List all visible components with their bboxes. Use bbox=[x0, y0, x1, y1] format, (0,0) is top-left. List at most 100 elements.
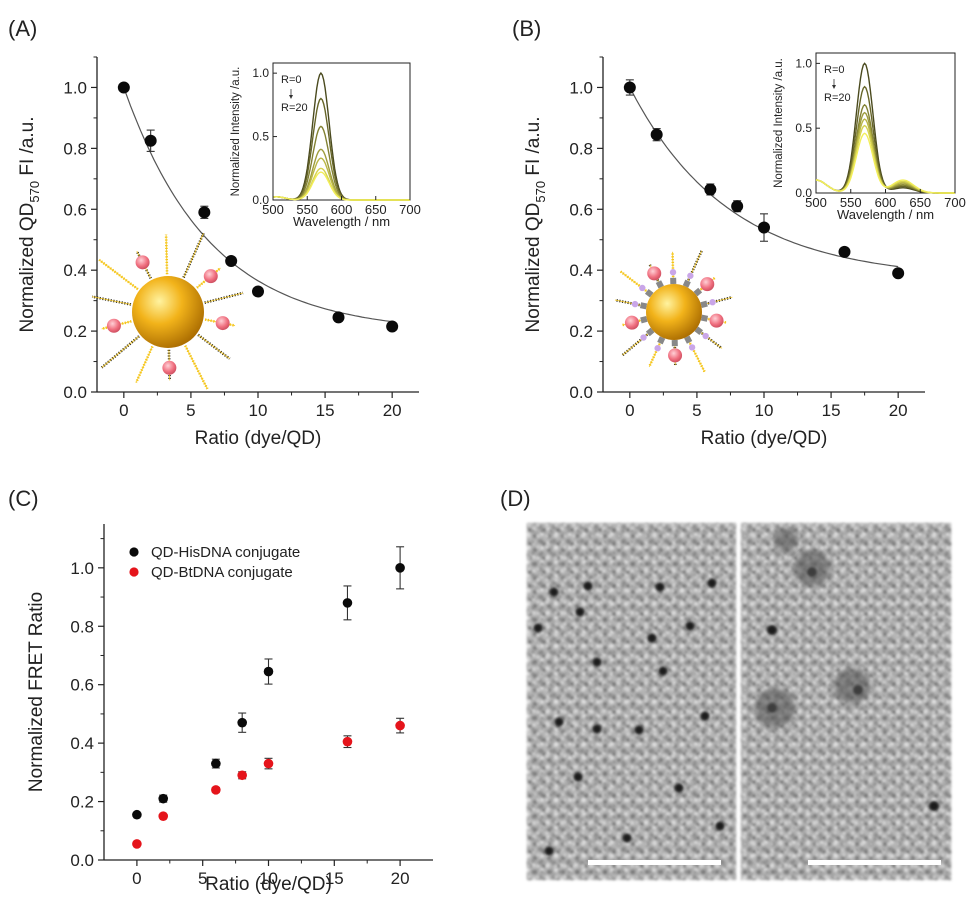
y-tick-label: 0.8 bbox=[63, 139, 87, 158]
dna-backbone bbox=[672, 251, 674, 283]
y-tick-label: 0.2 bbox=[63, 322, 87, 341]
x-tick-label: 0 bbox=[119, 401, 128, 420]
dye-sphere bbox=[647, 266, 662, 281]
inset-annotation-r0: R=0 bbox=[824, 64, 845, 76]
x-tick-label: 0 bbox=[132, 869, 141, 888]
data-point bbox=[395, 563, 405, 573]
y-tick-label: 0.2 bbox=[569, 322, 593, 341]
x-tick-label: 20 bbox=[383, 401, 402, 420]
dna-backbone bbox=[685, 250, 703, 286]
y-tick-label: 0.4 bbox=[569, 261, 593, 280]
linker-arrow bbox=[700, 300, 708, 309]
dye-sphere bbox=[203, 269, 218, 284]
y-tick-label: 1.0 bbox=[63, 78, 87, 97]
y-tick-label: 0.0 bbox=[569, 383, 593, 402]
dye-sphere bbox=[215, 316, 230, 331]
panel-b-label: (B) bbox=[512, 16, 541, 41]
linker-arrow bbox=[644, 288, 654, 298]
linker-bead bbox=[639, 284, 646, 292]
linker-arrow bbox=[639, 302, 648, 310]
inset-y-axis-label: Normalized Intensity /a.u. bbox=[773, 58, 785, 188]
data-point bbox=[342, 736, 353, 747]
nanoparticle bbox=[549, 587, 559, 597]
linker-bead bbox=[688, 344, 696, 351]
tem-image-right bbox=[741, 523, 951, 880]
inset-x-tick-label: 500 bbox=[262, 202, 284, 217]
data-point bbox=[237, 770, 247, 781]
linker-arrow bbox=[657, 336, 666, 345]
data-point bbox=[252, 285, 264, 298]
dna-backbone bbox=[101, 335, 140, 368]
dna-backbone bbox=[165, 234, 168, 275]
scale-bar-right bbox=[808, 860, 941, 865]
data-point bbox=[704, 183, 717, 196]
data-point bbox=[650, 128, 663, 141]
dna-backbone bbox=[98, 259, 139, 290]
y-axis-label: Normalized QD570 FI /a.u. bbox=[523, 117, 548, 333]
y-tick-label: 0.6 bbox=[569, 200, 593, 219]
tem-image-left bbox=[527, 523, 736, 880]
x-tick-label: 10 bbox=[249, 401, 268, 420]
nanoparticle bbox=[583, 581, 593, 591]
y-tick-label: 0.0 bbox=[70, 851, 94, 870]
x-tick-label: 0 bbox=[625, 401, 634, 420]
dye-sphere bbox=[624, 315, 639, 330]
inset-x-tick-label: 700 bbox=[399, 202, 421, 217]
inset-frame bbox=[815, 52, 956, 194]
fit-curve bbox=[123, 87, 393, 323]
data-point bbox=[158, 793, 169, 804]
inset-y-axis-label: Normalized Intensity /a.u. bbox=[230, 67, 242, 197]
panel-a-chart: 0 5 10 15 20 0.0 0.2 0.4 0.6 0.8 1.0 Ratio (dye/QD)… bbox=[17, 56, 421, 449]
inset-y-tick-label: 0.0 bbox=[795, 186, 812, 200]
data-point bbox=[263, 758, 274, 769]
data-point bbox=[198, 206, 211, 219]
linker-arrow bbox=[694, 326, 704, 336]
inset-y-tick-label: 0.5 bbox=[252, 130, 269, 144]
panel-d-tem bbox=[527, 523, 951, 880]
x-tick-label: 15 bbox=[316, 401, 335, 420]
qd-illustration bbox=[91, 232, 244, 390]
inset-x-axis-label: Wavelength / nm bbox=[293, 214, 390, 229]
inset-x-axis-label: Wavelength / nm bbox=[837, 207, 934, 222]
dna-backbone bbox=[197, 334, 230, 360]
dye-sphere bbox=[700, 277, 715, 292]
x-tick-label: 5 bbox=[692, 401, 701, 420]
legend-label: QD-BtDNA conjugate bbox=[151, 564, 293, 581]
inset-x-tick-label: 550 bbox=[296, 202, 318, 217]
data-point bbox=[144, 134, 157, 147]
nanoparticle-cluster bbox=[794, 550, 830, 586]
nanoparticle bbox=[700, 711, 710, 721]
dye-sphere bbox=[668, 348, 683, 363]
data-point bbox=[342, 598, 353, 608]
nanoparticle-cluster bbox=[774, 528, 798, 552]
data-point bbox=[237, 717, 247, 728]
y-tick-label: 0.6 bbox=[70, 676, 94, 695]
x-tick-label: 5 bbox=[198, 869, 207, 888]
dna-backbone bbox=[622, 330, 652, 356]
inset-y-tick-label: 0.0 bbox=[252, 193, 269, 207]
x-axis-label: Ratio (dye/QD) bbox=[195, 428, 322, 449]
nanoparticle bbox=[767, 625, 777, 635]
dna-backbone bbox=[614, 299, 646, 307]
nanoparticle bbox=[592, 657, 602, 667]
linker-arrow bbox=[700, 314, 709, 322]
inset-x-tick-label: 550 bbox=[840, 195, 862, 210]
y-tick-label: 0.8 bbox=[569, 139, 593, 158]
dna-backbone bbox=[620, 270, 651, 295]
inset-y-tick-label: 0.5 bbox=[795, 121, 812, 135]
legend: QD-HisDNA conjugate QD-BtDNA conjugate bbox=[129, 544, 300, 581]
inset-y-tick-label: 1.0 bbox=[795, 56, 812, 70]
data-point bbox=[117, 81, 130, 94]
linker-arrow bbox=[693, 287, 703, 297]
linker-arrow bbox=[684, 335, 693, 344]
x-axis-label: Ratio (dye/QD) bbox=[205, 874, 332, 895]
linker-bead bbox=[709, 299, 716, 306]
quantum-dot-core bbox=[132, 276, 204, 348]
data-point bbox=[158, 811, 169, 821]
inset-annotation-r0: R=0 bbox=[281, 74, 302, 86]
nanoparticle bbox=[929, 801, 939, 811]
linker-bead bbox=[631, 300, 639, 308]
y-tick-label: 0.4 bbox=[70, 734, 94, 753]
inset-x-tick-label: 600 bbox=[875, 195, 897, 210]
